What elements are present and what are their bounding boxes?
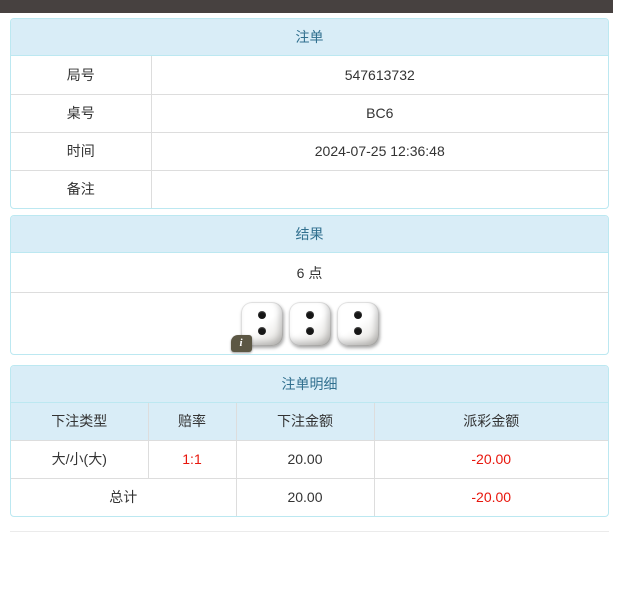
dice-row: i <box>11 293 608 354</box>
total-label: 总计 <box>11 477 237 516</box>
table-row: 大/小(大) 1:1 20.00 -20.00 <box>11 439 608 478</box>
top-bar <box>0 0 613 13</box>
die-pip <box>257 327 266 336</box>
table-row: 桌号 BC6 <box>11 93 608 132</box>
die-3 <box>336 301 379 346</box>
row-label-table: 桌号 <box>11 93 152 132</box>
cell-bet-amount: 20.00 <box>236 439 375 478</box>
die-pip <box>305 327 314 336</box>
cell-odds: 1:1 <box>148 439 237 478</box>
table-row: 备注 <box>11 169 608 208</box>
total-bet-amount: 20.00 <box>236 477 375 516</box>
total-payout: -20.00 <box>374 477 608 516</box>
bet-panel: 注单 局号 547613732 桌号 BC6 时间 2024-07-25 12:… <box>10 18 609 209</box>
row-value-time: 2024-07-25 12:36:48 <box>151 131 608 170</box>
column-header-bet-type: 下注类型 <box>11 403 149 440</box>
total-row: 总计 20.00 -20.00 <box>11 477 608 516</box>
die-pip <box>257 310 266 319</box>
column-header-payout: 派彩金额 <box>374 403 608 440</box>
row-value-remark <box>151 169 608 208</box>
table-row: 局号 547613732 <box>11 56 608 94</box>
bet-info-table: 局号 547613732 桌号 BC6 时间 2024-07-25 12:36:… <box>11 56 608 208</box>
die-1: i <box>230 301 283 352</box>
page-content: 注单 局号 547613732 桌号 BC6 时间 2024-07-25 12:… <box>10 18 609 532</box>
bet-detail-table: 下注类型 赔率 下注金额 派彩金额 大/小(大) 1:1 20.00 -20.0… <box>11 403 608 516</box>
bet-detail-title: 注单明细 <box>11 366 608 403</box>
cell-bet-type: 大/小(大) <box>11 439 149 478</box>
row-label-round: 局号 <box>11 56 152 94</box>
result-panel: 结果 6 点 i <box>10 215 609 355</box>
die-pip <box>353 310 362 319</box>
table-row: 时间 2024-07-25 12:36:48 <box>11 131 608 170</box>
row-label-remark: 备注 <box>11 169 152 208</box>
result-panel-title: 结果 <box>11 216 608 253</box>
column-header-odds: 赔率 <box>148 403 237 440</box>
row-label-time: 时间 <box>11 131 152 170</box>
divider <box>10 531 609 532</box>
cell-payout: -20.00 <box>374 439 608 478</box>
die-pip <box>305 310 314 319</box>
result-points: 6 点 <box>11 253 608 293</box>
info-icon[interactable]: i <box>230 334 252 352</box>
row-value-round: 547613732 <box>344 66 415 83</box>
row-value-table: BC6 <box>151 93 608 132</box>
column-header-bet-amount: 下注金额 <box>236 403 375 440</box>
table-header-row: 下注类型 赔率 下注金额 派彩金额 <box>11 403 608 440</box>
bet-panel-title: 注单 <box>11 19 608 56</box>
die-2 <box>288 301 331 346</box>
bet-detail-panel: 注单明细 下注类型 赔率 下注金额 派彩金额 大/小(大) 1:1 20.00 … <box>10 365 609 517</box>
die-pip <box>353 327 362 336</box>
